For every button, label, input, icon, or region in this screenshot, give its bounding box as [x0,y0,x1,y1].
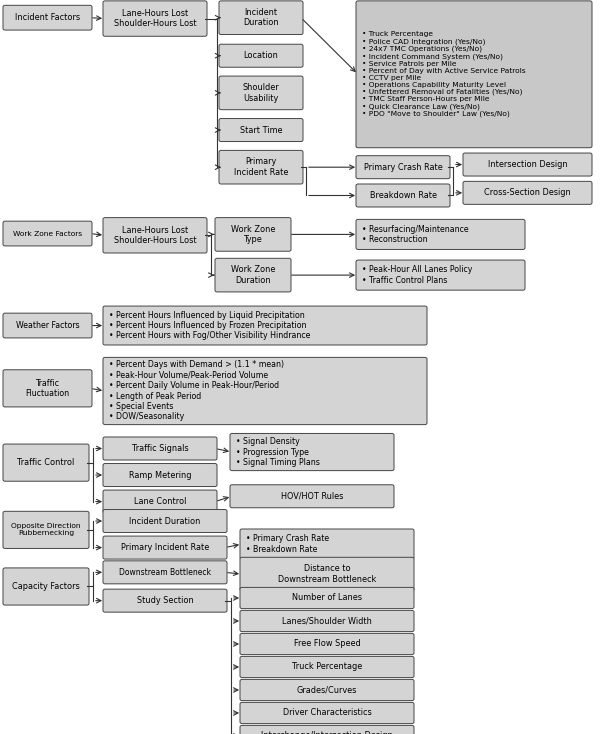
Text: Weather Factors: Weather Factors [16,321,79,330]
FancyBboxPatch shape [3,313,92,338]
Text: Downstream Bottleneck: Downstream Bottleneck [119,568,211,577]
Text: Distance to
Downstream Bottleneck: Distance to Downstream Bottleneck [278,564,376,584]
Text: Number of Lanes: Number of Lanes [292,594,362,603]
Text: Primary
Incident Rate: Primary Incident Rate [234,158,288,177]
Text: • Resurfacing/Maintenance
• Reconstruction: • Resurfacing/Maintenance • Reconstructi… [362,225,469,244]
FancyBboxPatch shape [240,529,414,559]
Text: Location: Location [244,51,278,60]
FancyBboxPatch shape [103,464,217,487]
FancyBboxPatch shape [103,536,227,559]
FancyBboxPatch shape [219,118,303,142]
FancyBboxPatch shape [356,156,450,178]
Text: • Percent Hours Influenced by Liquid Precipitation
• Percent Hours Influenced by: • Percent Hours Influenced by Liquid Pre… [109,310,310,341]
Text: • Signal Density
• Progression Type
• Signal Timing Plans: • Signal Density • Progression Type • Si… [236,437,320,467]
FancyBboxPatch shape [103,490,217,513]
Text: Capacity Factors: Capacity Factors [12,582,80,591]
Text: Primary Crash Rate: Primary Crash Rate [364,163,442,172]
Text: Truck Percentage: Truck Percentage [292,663,362,672]
Text: Cross-Section Design: Cross-Section Design [484,189,571,197]
FancyBboxPatch shape [3,568,89,605]
FancyBboxPatch shape [240,611,414,632]
Text: Traffic Control: Traffic Control [17,458,74,467]
Text: Work Zone Factors: Work Zone Factors [13,230,82,236]
Text: • Peak-Hour All Lanes Policy
• Traffic Control Plans: • Peak-Hour All Lanes Policy • Traffic C… [362,266,472,285]
FancyBboxPatch shape [240,725,414,734]
Text: • Primary Crash Rate
• Breakdown Rate: • Primary Crash Rate • Breakdown Rate [246,534,329,553]
FancyBboxPatch shape [219,150,303,184]
FancyBboxPatch shape [103,509,227,533]
FancyBboxPatch shape [463,181,592,204]
FancyBboxPatch shape [356,260,525,290]
Text: Free Flow Speed: Free Flow Speed [293,639,361,649]
FancyBboxPatch shape [103,357,427,424]
FancyBboxPatch shape [240,557,414,591]
Text: Work Zone
Type: Work Zone Type [231,225,275,244]
FancyBboxPatch shape [463,153,592,176]
Text: Study Section: Study Section [137,596,193,605]
FancyBboxPatch shape [356,1,592,148]
Text: Lane-Hours Lost
Shoulder-Hours Lost: Lane-Hours Lost Shoulder-Hours Lost [113,9,196,29]
Text: Work Zone
Duration: Work Zone Duration [231,266,275,285]
FancyBboxPatch shape [103,589,227,612]
Text: Lane Control: Lane Control [134,497,186,506]
FancyBboxPatch shape [230,434,394,470]
FancyBboxPatch shape [215,217,291,251]
FancyBboxPatch shape [3,444,89,482]
FancyBboxPatch shape [103,437,217,460]
FancyBboxPatch shape [3,370,92,407]
FancyBboxPatch shape [240,702,414,724]
Text: HOV/HOT Rules: HOV/HOT Rules [281,492,343,501]
Text: Grades/Curves: Grades/Curves [297,686,357,694]
Text: Incident
Duration: Incident Duration [243,8,279,27]
Text: Ramp Metering: Ramp Metering [129,470,191,479]
Text: Primary Incident Rate: Primary Incident Rate [121,543,209,552]
Text: Traffic Signals: Traffic Signals [131,444,188,453]
Text: Breakdown Rate: Breakdown Rate [370,191,437,200]
FancyBboxPatch shape [240,656,414,677]
FancyBboxPatch shape [3,512,89,548]
Text: Lane-Hours Lost
Shoulder-Hours Lost: Lane-Hours Lost Shoulder-Hours Lost [113,225,196,245]
Text: Intersection Design: Intersection Design [488,160,568,169]
Text: Traffic
Fluctuation: Traffic Fluctuation [25,379,70,398]
FancyBboxPatch shape [103,217,207,253]
FancyBboxPatch shape [219,1,303,34]
FancyBboxPatch shape [3,221,92,246]
FancyBboxPatch shape [240,633,414,655]
FancyBboxPatch shape [103,306,427,345]
Text: Driver Characteristics: Driver Characteristics [283,708,371,718]
FancyBboxPatch shape [230,484,394,508]
FancyBboxPatch shape [240,680,414,701]
Text: Interchange/Intersection Design: Interchange/Intersection Design [261,732,393,734]
Text: Incident Factors: Incident Factors [15,13,80,22]
Text: Lanes/Shoulder Width: Lanes/Shoulder Width [282,617,372,625]
FancyBboxPatch shape [103,561,227,584]
FancyBboxPatch shape [356,219,525,250]
Text: • Percent Days with Demand > (1.1 * mean)
• Peak-Hour Volume/Peak-Period Volume
: • Percent Days with Demand > (1.1 * mean… [109,360,284,421]
FancyBboxPatch shape [3,5,92,30]
FancyBboxPatch shape [219,44,303,68]
Text: Start Time: Start Time [240,126,282,134]
Text: Opposite Direction
Rubbernecking: Opposite Direction Rubbernecking [11,523,81,537]
FancyBboxPatch shape [103,1,207,36]
Text: Shoulder
Usability: Shoulder Usability [242,83,280,103]
Text: • Truck Percentage
• Police CAD Integration (Yes/No)
• 24x7 TMC Operations (Yes/: • Truck Percentage • Police CAD Integrat… [362,32,526,117]
FancyBboxPatch shape [219,76,303,109]
Text: Incident Duration: Incident Duration [130,517,200,526]
FancyBboxPatch shape [215,258,291,292]
FancyBboxPatch shape [356,184,450,207]
FancyBboxPatch shape [240,587,414,608]
